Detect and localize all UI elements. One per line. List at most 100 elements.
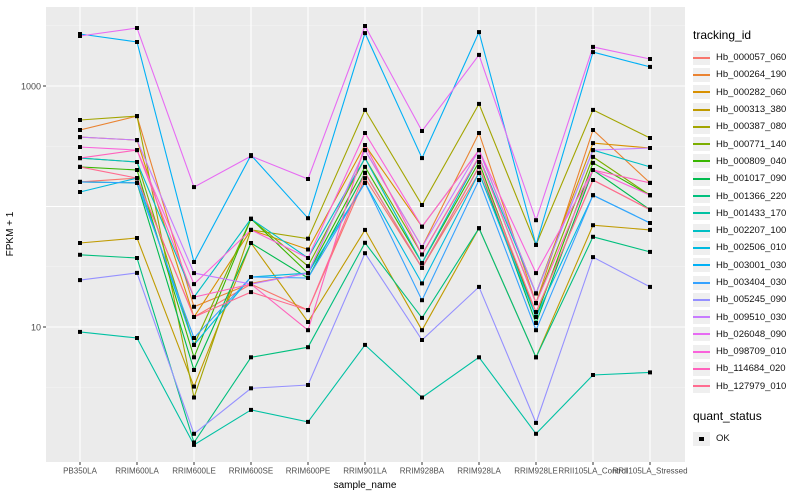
data-point <box>306 177 310 181</box>
data-point <box>135 138 139 143</box>
data-point <box>420 129 424 133</box>
legend-item-label: Hb_000057_060 <box>716 52 787 64</box>
line-sample-icon <box>693 177 710 180</box>
data-point <box>363 227 367 232</box>
legend-key <box>693 275 710 290</box>
data-point <box>477 131 481 135</box>
data-point <box>192 336 196 340</box>
data-point <box>192 384 196 389</box>
legend-item: Hb_127979_010 <box>693 378 799 395</box>
data-point <box>306 247 310 252</box>
legend-item: Hb_001366_220 <box>693 187 799 204</box>
data-point <box>534 321 538 325</box>
legend-item-label: Hb_000282_060 <box>716 86 787 98</box>
data-point <box>648 146 652 150</box>
legend-key <box>693 171 710 186</box>
legend-item: Hb_000313_380 <box>693 101 799 118</box>
data-point <box>135 168 139 172</box>
data-point <box>477 52 481 57</box>
data-point <box>534 291 538 296</box>
data-point <box>78 190 82 194</box>
data-point <box>306 276 310 280</box>
legend-item-label: Hb_001433_170 <box>716 207 787 219</box>
data-point <box>78 164 82 169</box>
legend-item-label: Hb_001017_090 <box>716 173 787 185</box>
legend-entries: Hb_000057_060 Hb_000264_190 Hb_000282_060 H… <box>693 49 799 395</box>
data-point <box>135 256 139 260</box>
legend-item-label: Hb_005245_090 <box>716 294 787 306</box>
line-sample-icon <box>693 367 710 370</box>
data-point <box>306 216 310 221</box>
data-point <box>363 164 367 169</box>
data-point <box>135 270 139 275</box>
line-sample-icon <box>693 246 710 249</box>
data-point <box>306 419 310 424</box>
data-point <box>648 164 652 169</box>
data-point <box>648 249 652 254</box>
legend-item: Hb_098709_010 <box>693 343 799 360</box>
data-point <box>534 271 538 276</box>
data-point <box>135 26 139 30</box>
data-point <box>192 442 196 447</box>
data-point <box>477 164 481 169</box>
legend-item: Hb_001017_090 <box>693 170 799 187</box>
data-point <box>477 30 481 35</box>
axis-ticks: PB350LA RRIM600LA RRIM600LE RRIM600SE RRIM60… <box>43 85 688 476</box>
x-tick-label: PB350LA <box>63 467 97 476</box>
line-sample-icon <box>693 350 710 353</box>
data-point <box>420 156 424 161</box>
data-point <box>306 236 310 241</box>
data-point <box>420 252 424 257</box>
data-point <box>192 295 196 300</box>
legend-item-label: Hb_002207_100 <box>716 225 787 237</box>
data-point <box>363 143 367 147</box>
black-square-point-icon <box>699 436 704 442</box>
line-sample-icon <box>693 298 710 301</box>
data-point <box>648 193 652 198</box>
line-sample-icon <box>693 195 710 198</box>
line-sample-icon <box>693 385 710 388</box>
legend-item-label: Hb_009510_030 <box>716 311 787 323</box>
x-tick-label: RRIM928LA <box>457 467 501 476</box>
data-point <box>477 178 481 182</box>
data-point <box>363 180 367 185</box>
legend-key <box>693 206 710 221</box>
quant-ok-label: OK <box>716 433 730 445</box>
data-point <box>648 136 652 140</box>
data-point <box>591 178 595 182</box>
data-point <box>135 180 139 185</box>
data-point <box>78 252 82 257</box>
series-lines <box>78 24 652 447</box>
data-point <box>306 320 310 324</box>
legend-item-label: Hb_003001_030 <box>716 259 787 271</box>
legend-key <box>693 327 710 342</box>
legend-item-label: Hb_003404_030 <box>716 277 787 288</box>
data-point <box>477 226 481 231</box>
data-point <box>78 128 82 132</box>
legend-item-label: Hb_127979_010 <box>716 380 787 392</box>
data-point <box>135 40 139 44</box>
legend-item-label: Hb_098709_010 <box>716 346 787 358</box>
legend-item: Hb_000057_060 <box>693 49 799 66</box>
data-point <box>363 240 367 245</box>
data-point <box>249 407 253 412</box>
data-point <box>78 241 82 245</box>
data-point <box>420 224 424 229</box>
data-point <box>306 256 310 260</box>
quant-status-legend: quant_status OK <box>693 409 799 447</box>
data-point <box>78 156 82 161</box>
x-tick-label: RRIM928LE <box>514 467 558 476</box>
legend-item-label: Hb_000809_040 <box>716 155 787 167</box>
legend-item: Hb_003404_030 <box>693 274 799 291</box>
data-point <box>420 395 424 400</box>
data-point <box>135 148 139 153</box>
line-sample-icon <box>693 125 710 128</box>
line-sample-icon <box>693 281 710 284</box>
y-axis-title: FPKM + 1 <box>5 211 16 256</box>
data-point <box>420 261 424 265</box>
legend-item: Hb_002506_010 <box>693 239 799 256</box>
legend-item-label: Hb_000264_190 <box>716 69 787 81</box>
data-point <box>591 107 595 112</box>
data-point <box>534 328 538 333</box>
data-point <box>78 329 82 334</box>
